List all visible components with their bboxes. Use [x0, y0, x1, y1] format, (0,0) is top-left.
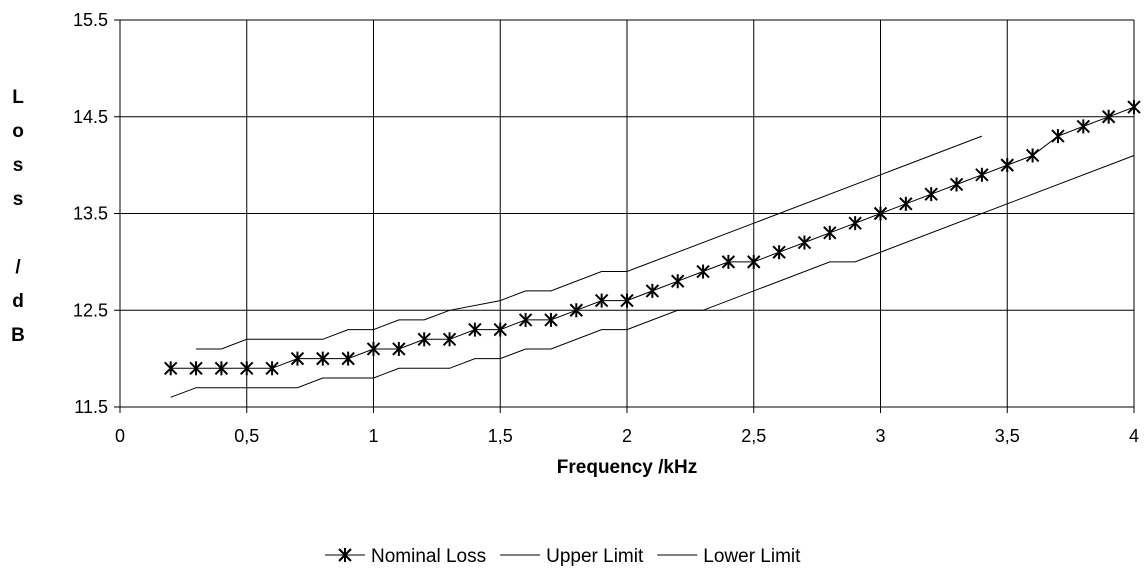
legend-label: Nominal Loss	[371, 546, 486, 567]
series-point-marker	[392, 341, 406, 356]
x-tick-label: 2,5	[741, 426, 766, 446]
series-point-marker	[747, 254, 761, 269]
y-axis-title: Loss/dB	[11, 87, 25, 346]
x-tick-label: 0,5	[234, 426, 259, 446]
legend-label: Lower Limit	[703, 546, 801, 567]
series-point-marker	[1000, 158, 1014, 173]
series-point-marker	[848, 216, 862, 231]
series-upper-limit	[196, 135, 983, 350]
x-tick-label: 1,5	[488, 426, 513, 446]
x-tick-label: 2	[622, 426, 632, 446]
series-point-marker	[341, 351, 355, 366]
y-axis-title-char: d	[12, 291, 24, 312]
y-axis-title-char: s	[13, 155, 24, 176]
series-point-marker	[493, 322, 507, 337]
series-point-marker	[696, 264, 710, 279]
x-tick-label: 3,5	[995, 426, 1020, 446]
y-tick-label: 12.5	[73, 300, 108, 320]
legend-item-lower-limit: Lower Limit	[657, 546, 801, 567]
series-point-marker	[772, 245, 786, 260]
series-point-marker	[1101, 109, 1116, 124]
series-point-marker	[366, 341, 381, 356]
x-tick-label: 3	[875, 426, 885, 446]
y-axis-title-char: /	[15, 257, 21, 278]
y-axis-title-char: B	[11, 325, 25, 346]
series-point-marker	[975, 167, 989, 182]
series-point-marker	[594, 293, 609, 308]
series-point-marker	[163, 361, 178, 376]
series-point-marker	[544, 312, 558, 327]
series-point-marker	[797, 235, 812, 250]
series-layer	[163, 100, 1141, 398]
legend-item-nominal-loss: Nominal Loss	[325, 546, 486, 567]
series-point-marker	[873, 206, 888, 221]
series-point-marker	[240, 361, 254, 376]
series-point-marker	[823, 225, 837, 240]
series-point-marker	[1051, 129, 1065, 144]
series-point-marker	[670, 274, 685, 289]
series-point-marker	[214, 361, 229, 376]
series-nominal-loss	[163, 100, 1141, 376]
series-point-marker	[721, 254, 736, 269]
series-point-marker	[338, 548, 352, 562]
series-point-marker	[645, 283, 660, 298]
series-point-marker	[316, 351, 330, 366]
series-point-marker	[924, 187, 938, 202]
series-point-marker	[1025, 148, 1040, 163]
y-axis-title-char: s	[13, 189, 24, 210]
series-point-marker	[265, 361, 279, 376]
series-point-marker	[290, 351, 305, 366]
series-point-marker	[1076, 119, 1091, 134]
y-axis-title-char: L	[12, 87, 24, 108]
legend: Nominal Loss Upper Limit Lower Limit	[325, 546, 801, 567]
series-point-marker	[949, 177, 964, 192]
legend-label: Upper Limit	[546, 546, 644, 567]
series-line-upper-limit	[196, 135, 983, 350]
series-point-marker	[620, 293, 634, 308]
series-point-marker	[569, 303, 584, 318]
y-tick-label: 11.5	[74, 397, 108, 417]
axes	[114, 19, 1135, 413]
x-tick-label: 1	[368, 426, 378, 446]
y-tick-label: 15.5	[73, 10, 108, 30]
series-point-marker	[417, 332, 431, 347]
x-axis-title: Frequency /kHz	[557, 457, 697, 478]
x-tick-label: 4	[1129, 426, 1139, 446]
y-axis-title-char: o	[12, 121, 24, 142]
series-lower-limit	[170, 155, 1135, 398]
y-tick-label: 13.5	[73, 204, 108, 224]
series-point-marker	[518, 312, 533, 327]
legend-item-upper-limit: Upper Limit	[500, 546, 644, 567]
series-point-marker	[1127, 100, 1141, 115]
series-point-marker	[442, 332, 457, 347]
series-point-marker	[899, 196, 913, 211]
series-line-lower-limit	[170, 155, 1135, 398]
y-tick-label: 14.5	[73, 107, 108, 127]
series-point-marker	[468, 322, 482, 337]
tick-labels: 0 0,5 1 1,5 2 2,5 3 3,5 4 11.5 12.5 13.5 14.5 15.5	[73, 10, 1139, 446]
series-point-marker	[189, 361, 203, 376]
x-tick-label: 0	[115, 426, 125, 446]
